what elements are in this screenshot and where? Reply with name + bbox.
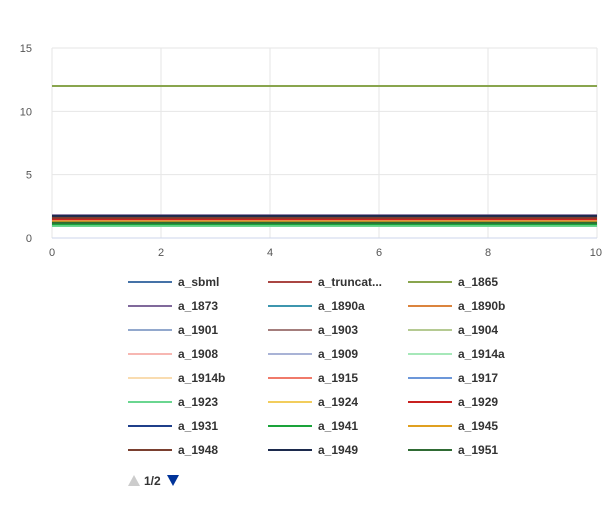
legend-item[interactable]: a_1903	[268, 323, 358, 337]
x-tick-label: 4	[267, 247, 273, 259]
legend-label: a_1903	[318, 323, 358, 337]
grid-lines	[51, 47, 598, 239]
y-tick-label: 0	[26, 233, 32, 245]
legend-label: a_1904	[458, 323, 498, 337]
legend-label: a_1945	[458, 419, 498, 433]
legend-label: a_1908	[178, 347, 218, 361]
legend-item[interactable]: a_1908	[128, 347, 218, 361]
legend-item[interactable]: a_1890b	[408, 299, 505, 313]
legend-item[interactable]: a_1923	[128, 395, 218, 409]
legend-item[interactable]: a_1901	[128, 323, 218, 337]
legend-label: a_1931	[178, 419, 218, 433]
legend-label: a_1914b	[178, 371, 225, 385]
legend-label: a_1951	[458, 443, 498, 457]
legend-label: a_1924	[318, 395, 358, 409]
legend-pager: 1/2	[128, 474, 179, 488]
legend-item[interactable]: a_1915	[268, 371, 358, 385]
legend-label: a_1949	[318, 443, 358, 457]
legend-label: a_1890b	[458, 299, 505, 313]
x-tick-label: 2	[158, 247, 164, 259]
series-lines	[52, 85, 597, 227]
legend-item[interactable]: a_1948	[128, 443, 218, 457]
x-tick-label: 0	[49, 247, 55, 259]
legend-label: a_1948	[178, 443, 218, 457]
y-tick-label: 10	[20, 106, 32, 118]
legend-page-indicator: 1/2	[144, 474, 161, 488]
legend-item[interactable]: a_1914a	[408, 347, 505, 361]
legend-page-up-icon[interactable]	[128, 475, 140, 486]
legend-item[interactable]: a_1865	[408, 275, 498, 289]
legend-label: a_1923	[178, 395, 218, 409]
legend-item[interactable]: a_1931	[128, 419, 218, 433]
legend-item[interactable]: a_1924	[268, 395, 358, 409]
x-tick-label: 8	[485, 247, 491, 259]
x-tick-label: 6	[376, 247, 382, 259]
legend-item[interactable]: a_1917	[408, 371, 498, 385]
legend-item[interactable]: a_1873	[128, 299, 218, 313]
legend-label: a_truncat...	[318, 275, 382, 289]
legend-label: a_1873	[178, 299, 218, 313]
y-tick-label: 15	[20, 43, 32, 55]
legend-label: a_sbml	[178, 275, 219, 289]
legend-item[interactable]: a_1890a	[268, 299, 365, 313]
x-tick-label: 10	[590, 247, 602, 259]
legend-label: a_1929	[458, 395, 498, 409]
legend-item[interactable]: a_1914b	[128, 371, 225, 385]
axes: 0 5 10 15 0 2 4 6 8 10	[20, 43, 602, 259]
legend-label: a_1909	[318, 347, 358, 361]
legend-label: a_1941	[318, 419, 358, 433]
legend-item[interactable]: a_1949	[268, 443, 358, 457]
legend: a_sbml a_truncat... a_1865 a_1873 a_1890a a_1…	[128, 275, 505, 457]
legend-label: a_1901	[178, 323, 218, 337]
legend-item[interactable]: a_1904	[408, 323, 498, 337]
legend-label: a_1865	[458, 275, 498, 289]
y-tick-label: 5	[26, 170, 32, 182]
legend-label: a_1915	[318, 371, 358, 385]
legend-item[interactable]: a_sbml	[128, 275, 219, 289]
legend-page-down-icon[interactable]	[167, 475, 179, 486]
legend-item[interactable]: a_1941	[268, 419, 358, 433]
legend-label: a_1914a	[458, 347, 505, 361]
legend-item[interactable]: a_1929	[408, 395, 498, 409]
legend-label: a_1890a	[318, 299, 365, 313]
legend-label: a_1917	[458, 371, 498, 385]
legend-item[interactable]: a_1909	[268, 347, 358, 361]
legend-item[interactable]: a_1945	[408, 419, 498, 433]
legend-item[interactable]: a_truncat...	[268, 275, 382, 289]
legend-item[interactable]: a_1951	[408, 443, 498, 457]
